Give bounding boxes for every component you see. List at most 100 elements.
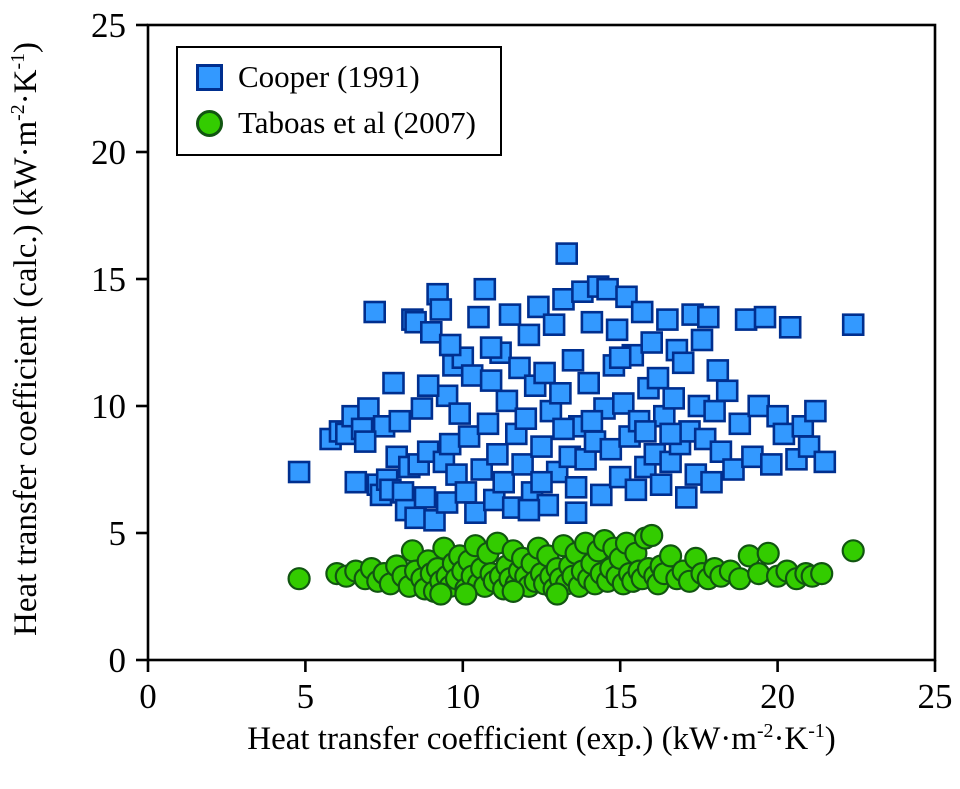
cooper-point <box>438 432 462 456</box>
taboas-point <box>454 582 478 606</box>
cooper-point <box>486 442 509 466</box>
cooper-point <box>722 458 745 481</box>
cooper-point <box>382 371 405 395</box>
cooper-point <box>753 305 777 329</box>
cooper-point <box>357 397 380 420</box>
cooper-point <box>514 407 538 431</box>
cooper-point <box>448 402 472 425</box>
x-axis-title: Heat transfer coefficient (exp.) (kW·m-2… <box>148 720 935 758</box>
taboas-point <box>287 567 311 591</box>
cooper-point <box>662 387 686 410</box>
cooper-point <box>495 389 519 413</box>
cooper-point <box>599 437 623 461</box>
y-axis-title-sup-2: -2 <box>7 104 29 121</box>
y-tick-label: 10 <box>91 387 126 426</box>
x-axis-title-text: ·K <box>773 721 809 757</box>
cooper-point <box>517 498 541 522</box>
y-tick-label: 5 <box>109 514 127 553</box>
y-tick-label: 25 <box>91 6 126 45</box>
cooper-point <box>580 409 604 433</box>
cooper-point <box>476 412 500 436</box>
y-axis-title: Heat transfer coefficient (calc.) (kW·m-… <box>7 0 45 679</box>
taboas-point <box>501 579 525 604</box>
cooper-point <box>656 308 679 331</box>
taboas-point <box>640 523 664 548</box>
cooper-point <box>438 333 462 357</box>
cooper-point <box>435 491 459 514</box>
cooper-point <box>561 348 585 372</box>
cooper-point <box>624 478 648 502</box>
cooper-point <box>630 300 654 324</box>
legend-item-cooper: Cooper (1991) <box>196 59 476 94</box>
cooper-point <box>674 486 698 509</box>
cooper-point <box>734 308 758 331</box>
x-axis-title-text: ) <box>824 721 836 757</box>
cooper-point <box>608 346 632 370</box>
cooper-point <box>804 399 827 423</box>
cooper-point <box>549 381 572 405</box>
legend-item-taboas: Taboas et al (2007) <box>196 105 476 140</box>
cooper-point <box>552 287 575 311</box>
cooper-point <box>533 361 556 385</box>
y-tick-label: 15 <box>91 260 126 299</box>
x-tick-label: 25 <box>918 677 953 716</box>
taboas-circle-marker-icon <box>196 109 223 137</box>
cooper-point <box>492 470 516 494</box>
cooper-point <box>460 364 484 387</box>
cooper-point <box>536 493 560 517</box>
y-axis-title-sup-1: -1 <box>7 53 29 70</box>
taboas-point <box>429 582 453 606</box>
cooper-point <box>772 422 796 446</box>
cooper-point <box>759 453 783 476</box>
taboas-point <box>747 561 771 586</box>
taboas-point <box>756 541 780 565</box>
cooper-point <box>527 295 550 319</box>
cooper-point <box>747 394 771 418</box>
cooper-point <box>703 399 726 423</box>
x-axis-title-sup-2: -2 <box>756 720 774 742</box>
x-axis-title-sup-1: -1 <box>808 720 825 742</box>
y-axis-title-text: ) <box>8 42 44 54</box>
cooper-point <box>479 369 503 392</box>
cooper-point <box>813 450 837 474</box>
x-tick-label: 15 <box>603 677 638 716</box>
cooper-point <box>696 305 720 329</box>
y-tick-label: 20 <box>91 133 126 172</box>
cooper-point <box>413 486 437 509</box>
cooper-point <box>634 420 657 443</box>
cooper-point <box>646 366 670 390</box>
cooper-point <box>429 298 453 321</box>
cooper-point <box>511 453 534 476</box>
cooper-point <box>690 328 714 352</box>
cooper-point <box>605 318 629 342</box>
cooper-point <box>530 470 553 494</box>
cooper-point <box>555 242 579 265</box>
cooper-point <box>416 374 440 398</box>
cooper-point <box>479 336 503 359</box>
cooper-point <box>457 425 481 448</box>
cooper-point <box>577 371 601 395</box>
cooper-point <box>659 422 682 446</box>
cooper-point <box>530 435 553 458</box>
x-tick-label: 10 <box>445 677 480 716</box>
cooper-point <box>344 470 368 494</box>
cooper-point <box>611 392 635 415</box>
cooper-point <box>464 501 487 525</box>
legend: Cooper (1991) Taboas et al (2007) <box>176 46 502 157</box>
cooper-point <box>741 445 764 469</box>
cooper-point <box>671 351 695 375</box>
cooper-point <box>542 313 566 337</box>
cooper-point <box>564 501 588 525</box>
cooper-point <box>404 506 427 530</box>
cooper-point <box>419 320 443 344</box>
cooper-point <box>596 277 619 301</box>
taboas-point <box>810 561 834 586</box>
taboas-point <box>841 539 865 563</box>
x-axis-title-text: Heat transfer coefficient (exp.) (kW·m <box>247 721 757 757</box>
legend-label-cooper: Cooper (1991) <box>238 59 420 94</box>
cooper-point <box>287 460 311 484</box>
x-tick-label: 20 <box>760 677 795 716</box>
cooper-point <box>552 417 575 441</box>
